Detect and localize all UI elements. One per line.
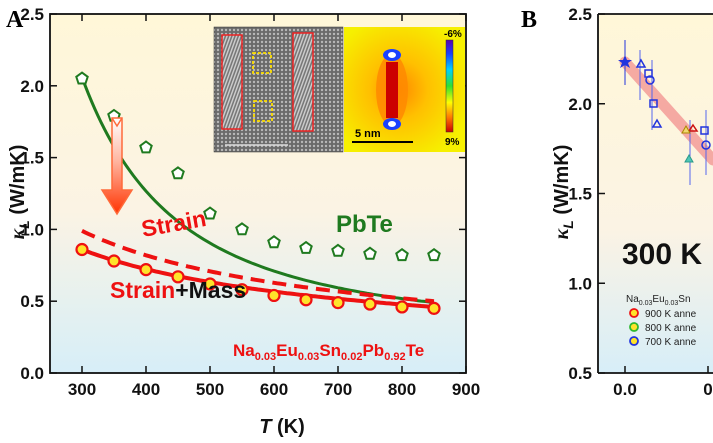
star-marker	[618, 55, 632, 68]
panel-a: 300 400 500 600 700 800 9000.00.51.01.52.02.5 …	[6, 5, 480, 438]
arrow-notch	[111, 117, 123, 128]
doped-point	[203, 277, 217, 291]
y-tick-label-b: 2.5	[568, 5, 592, 24]
pbte-point	[171, 166, 185, 180]
y-tick-label-b: 0.5	[568, 364, 592, 383]
panel-label-b: B	[521, 7, 537, 33]
data-points-a	[75, 71, 441, 315]
pbte-fit-curve	[80, 76, 435, 305]
axes-a: 300 400 500 600 700 800 900 0.0 0.5 1.0 1.5 2.0 2.5	[20, 5, 480, 399]
doped-point	[363, 297, 377, 311]
x-tick-label-b: 0	[703, 380, 712, 399]
legend-b: 900 K anne 800 K anne 700 K anne	[629, 308, 697, 348]
strain-mass-black: +Mass	[175, 277, 246, 303]
doped-point	[331, 296, 345, 310]
legend-marker-b	[629, 322, 639, 332]
doped-point	[75, 242, 89, 257]
pbte-point	[395, 247, 409, 262]
y-tick-label-a: 2.5	[20, 5, 44, 24]
colorbar-top-label: -6%	[444, 29, 462, 40]
big-temperature-label: 300 K	[622, 238, 702, 271]
decrease-arrow-icon	[100, 117, 134, 216]
pbte-point	[267, 235, 281, 249]
y-tick-label-b: 1.0	[568, 274, 592, 293]
pbte-point	[203, 206, 217, 220]
panel-b: 0.5 1.0 1.5 2.0 2.5 0.0 0 300 K Na0.03Eu0.03Sn	[521, 5, 713, 399]
pbte-point	[139, 140, 153, 154]
pbte-point	[299, 240, 313, 254]
y-tick-label-a: 1.5	[20, 149, 44, 168]
strain-mass-label: Strain+Mass	[110, 277, 246, 303]
legend-title-b: Na0.03Eu0.03Sn	[626, 294, 691, 307]
pbte-label: PbTe	[336, 211, 393, 238]
y-tick-label-a: 0.5	[20, 292, 44, 311]
strain-dashed-curve	[81, 229, 435, 304]
pbte-point	[75, 71, 89, 85]
strain-mass-red: Strain	[110, 277, 175, 303]
pbte-point	[427, 247, 441, 262]
data-points-b	[618, 40, 713, 185]
doped-point	[267, 288, 281, 303]
axes-frame-a	[49, 13, 467, 374]
pbte-point	[363, 246, 377, 260]
doped-point	[395, 300, 409, 314]
inset-tem-image	[213, 26, 344, 153]
doped-point	[299, 293, 313, 307]
composition-formula: Na0.03Eu0.03Sn0.02Pb0.92Te	[233, 341, 424, 363]
y-tick-label-a: 2.0	[20, 77, 44, 96]
colorbar-bottom-label: 9%	[445, 137, 460, 148]
x-tick-label-a: 400	[132, 380, 160, 399]
doped-point	[107, 254, 121, 268]
x-tick-label-b: 0.0	[613, 380, 637, 399]
legend-marker-b	[629, 308, 639, 318]
x-tick-label-a: 800	[388, 380, 416, 399]
x-axis-title-a: T (K)	[259, 416, 305, 438]
y-tick-label-b: 1.5	[568, 185, 592, 204]
legend-label-b: 900 K anne	[645, 309, 697, 320]
y-tick-label-a: 0.0	[20, 364, 44, 383]
inset-strain-map	[344, 27, 465, 152]
x-tick-label-a: 500	[196, 380, 224, 399]
axes-b: 0.5 1.0 1.5 2.0 2.5 0.0 0	[568, 5, 713, 399]
legend-label-b: 800 K anne	[645, 323, 697, 334]
x-tick-label-a: 900	[452, 380, 480, 399]
panel-label-a: A	[6, 7, 24, 33]
y-tick-label-b: 2.0	[568, 95, 592, 114]
x-tick-label-a: 600	[260, 380, 288, 399]
plot-area-b	[598, 14, 713, 373]
doped-point	[235, 283, 249, 297]
y-axis-title-b: κL (W/mK)	[551, 145, 576, 240]
x-tick-label-a: 300	[68, 380, 96, 399]
legend-label-b: 700 K anne	[645, 337, 697, 348]
x-tick-label-a: 700	[324, 380, 352, 399]
doped-point	[427, 301, 441, 315]
y-tick-label-a: 1.0	[20, 220, 44, 239]
scale-bar-label: 5 nm	[355, 128, 381, 140]
y-axis-title-a: κL (W/mK)	[7, 145, 32, 240]
doped-point	[139, 263, 153, 277]
pbte-point	[235, 222, 249, 236]
pbte-point	[331, 243, 345, 257]
doped-point	[171, 270, 185, 284]
legend-marker-b	[629, 336, 639, 346]
